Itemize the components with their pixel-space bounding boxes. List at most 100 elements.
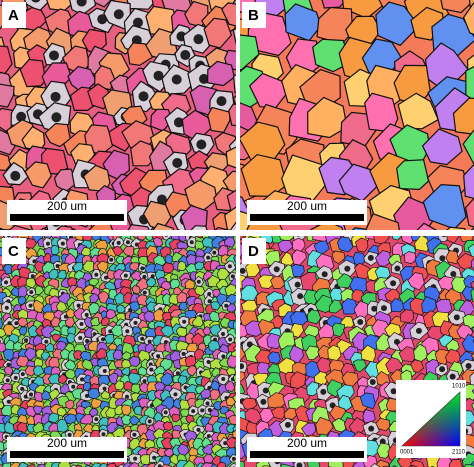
grain	[305, 345, 319, 360]
grain	[9, 461, 21, 467]
scale-bar	[250, 451, 364, 458]
panel-label: C	[8, 243, 19, 260]
grain	[398, 346, 416, 363]
unindexed-speck	[29, 290, 34, 295]
grain	[162, 262, 176, 274]
unindexed-speck	[20, 372, 25, 377]
grain	[127, 223, 150, 230]
unindexed-speck	[173, 392, 178, 397]
unindexed-speck	[236, 402, 240, 406]
grain	[462, 2, 474, 35]
grain	[2, 348, 15, 361]
unindexed-speck	[193, 34, 204, 45]
grain	[225, 396, 236, 407]
grain	[467, 243, 474, 258]
grain	[232, 374, 236, 383]
unindexed-speck	[207, 385, 212, 390]
unindexed-speck	[149, 367, 154, 372]
unindexed-speck	[6, 362, 11, 367]
grain	[469, 371, 474, 389]
unindexed-speck	[13, 375, 18, 380]
grain	[210, 463, 219, 467]
unindexed-speck	[196, 279, 201, 284]
grain	[186, 365, 197, 377]
unindexed-speck	[221, 354, 226, 359]
grain	[445, 250, 460, 265]
unindexed-speck	[182, 319, 187, 324]
grain	[32, 365, 45, 376]
grain	[331, 322, 345, 338]
unindexed-speck	[147, 339, 152, 344]
grain	[71, 228, 77, 230]
grain	[18, 326, 28, 336]
unindexed-speck	[6, 399, 11, 404]
unindexed-speck	[104, 275, 109, 280]
grain	[228, 103, 236, 127]
unindexed-speck	[80, 377, 85, 382]
grain	[184, 355, 197, 368]
unindexed-speck	[156, 194, 167, 205]
grain	[1, 462, 12, 467]
legend-triangle-outline	[401, 391, 461, 447]
grain	[110, 324, 124, 337]
grain	[232, 95, 236, 108]
grain	[24, 161, 52, 189]
unindexed-speck	[44, 339, 49, 344]
grain	[194, 261, 205, 271]
unindexed-speck	[231, 456, 236, 461]
grain	[87, 387, 100, 400]
unindexed-speck	[94, 417, 99, 422]
grain	[90, 462, 102, 467]
grain	[32, 405, 43, 415]
grain	[416, 222, 438, 230]
grain	[232, 27, 236, 45]
grain	[266, 333, 284, 350]
grain	[233, 309, 236, 318]
grain	[122, 245, 135, 257]
grain	[34, 260, 45, 273]
grain	[194, 285, 206, 296]
unindexed-speck	[390, 388, 397, 395]
unindexed-speck	[97, 14, 108, 25]
unindexed-speck	[20, 386, 25, 391]
grain	[240, 346, 246, 362]
grain	[257, 274, 275, 289]
unindexed-speck	[31, 0, 41, 3]
grain	[223, 236, 236, 248]
unindexed-speck	[113, 9, 124, 20]
grain	[407, 272, 425, 291]
grain	[440, 0, 474, 14]
unindexed-speck	[102, 369, 107, 374]
grain	[192, 315, 204, 328]
unindexed-speck	[140, 266, 145, 271]
unindexed-speck	[28, 303, 33, 308]
grain	[40, 227, 49, 230]
unindexed-speck	[196, 139, 207, 150]
grain	[89, 292, 100, 303]
grain	[82, 260, 95, 273]
grain	[240, 236, 245, 241]
unindexed-speck	[453, 314, 460, 321]
unindexed-speck	[125, 240, 130, 245]
unindexed-speck	[296, 236, 300, 237]
unindexed-speck	[357, 319, 364, 326]
grain	[391, 236, 403, 241]
grain	[327, 344, 342, 362]
unindexed-speck	[394, 265, 401, 272]
grain	[153, 460, 166, 467]
grain	[224, 206, 236, 230]
grain	[228, 414, 236, 426]
unindexed-speck	[320, 388, 327, 395]
grain	[234, 400, 236, 408]
grain	[336, 273, 354, 289]
unindexed-speck	[171, 74, 182, 85]
unindexed-speck	[216, 96, 227, 107]
scale-bar	[250, 214, 364, 221]
scale-bar-text: 200 um	[47, 436, 87, 450]
grain	[127, 42, 154, 66]
grain	[90, 397, 103, 409]
scale-bar-text: 200 um	[287, 436, 327, 450]
unindexed-speck	[240, 267, 246, 274]
grain	[331, 250, 346, 264]
grain	[183, 459, 196, 467]
